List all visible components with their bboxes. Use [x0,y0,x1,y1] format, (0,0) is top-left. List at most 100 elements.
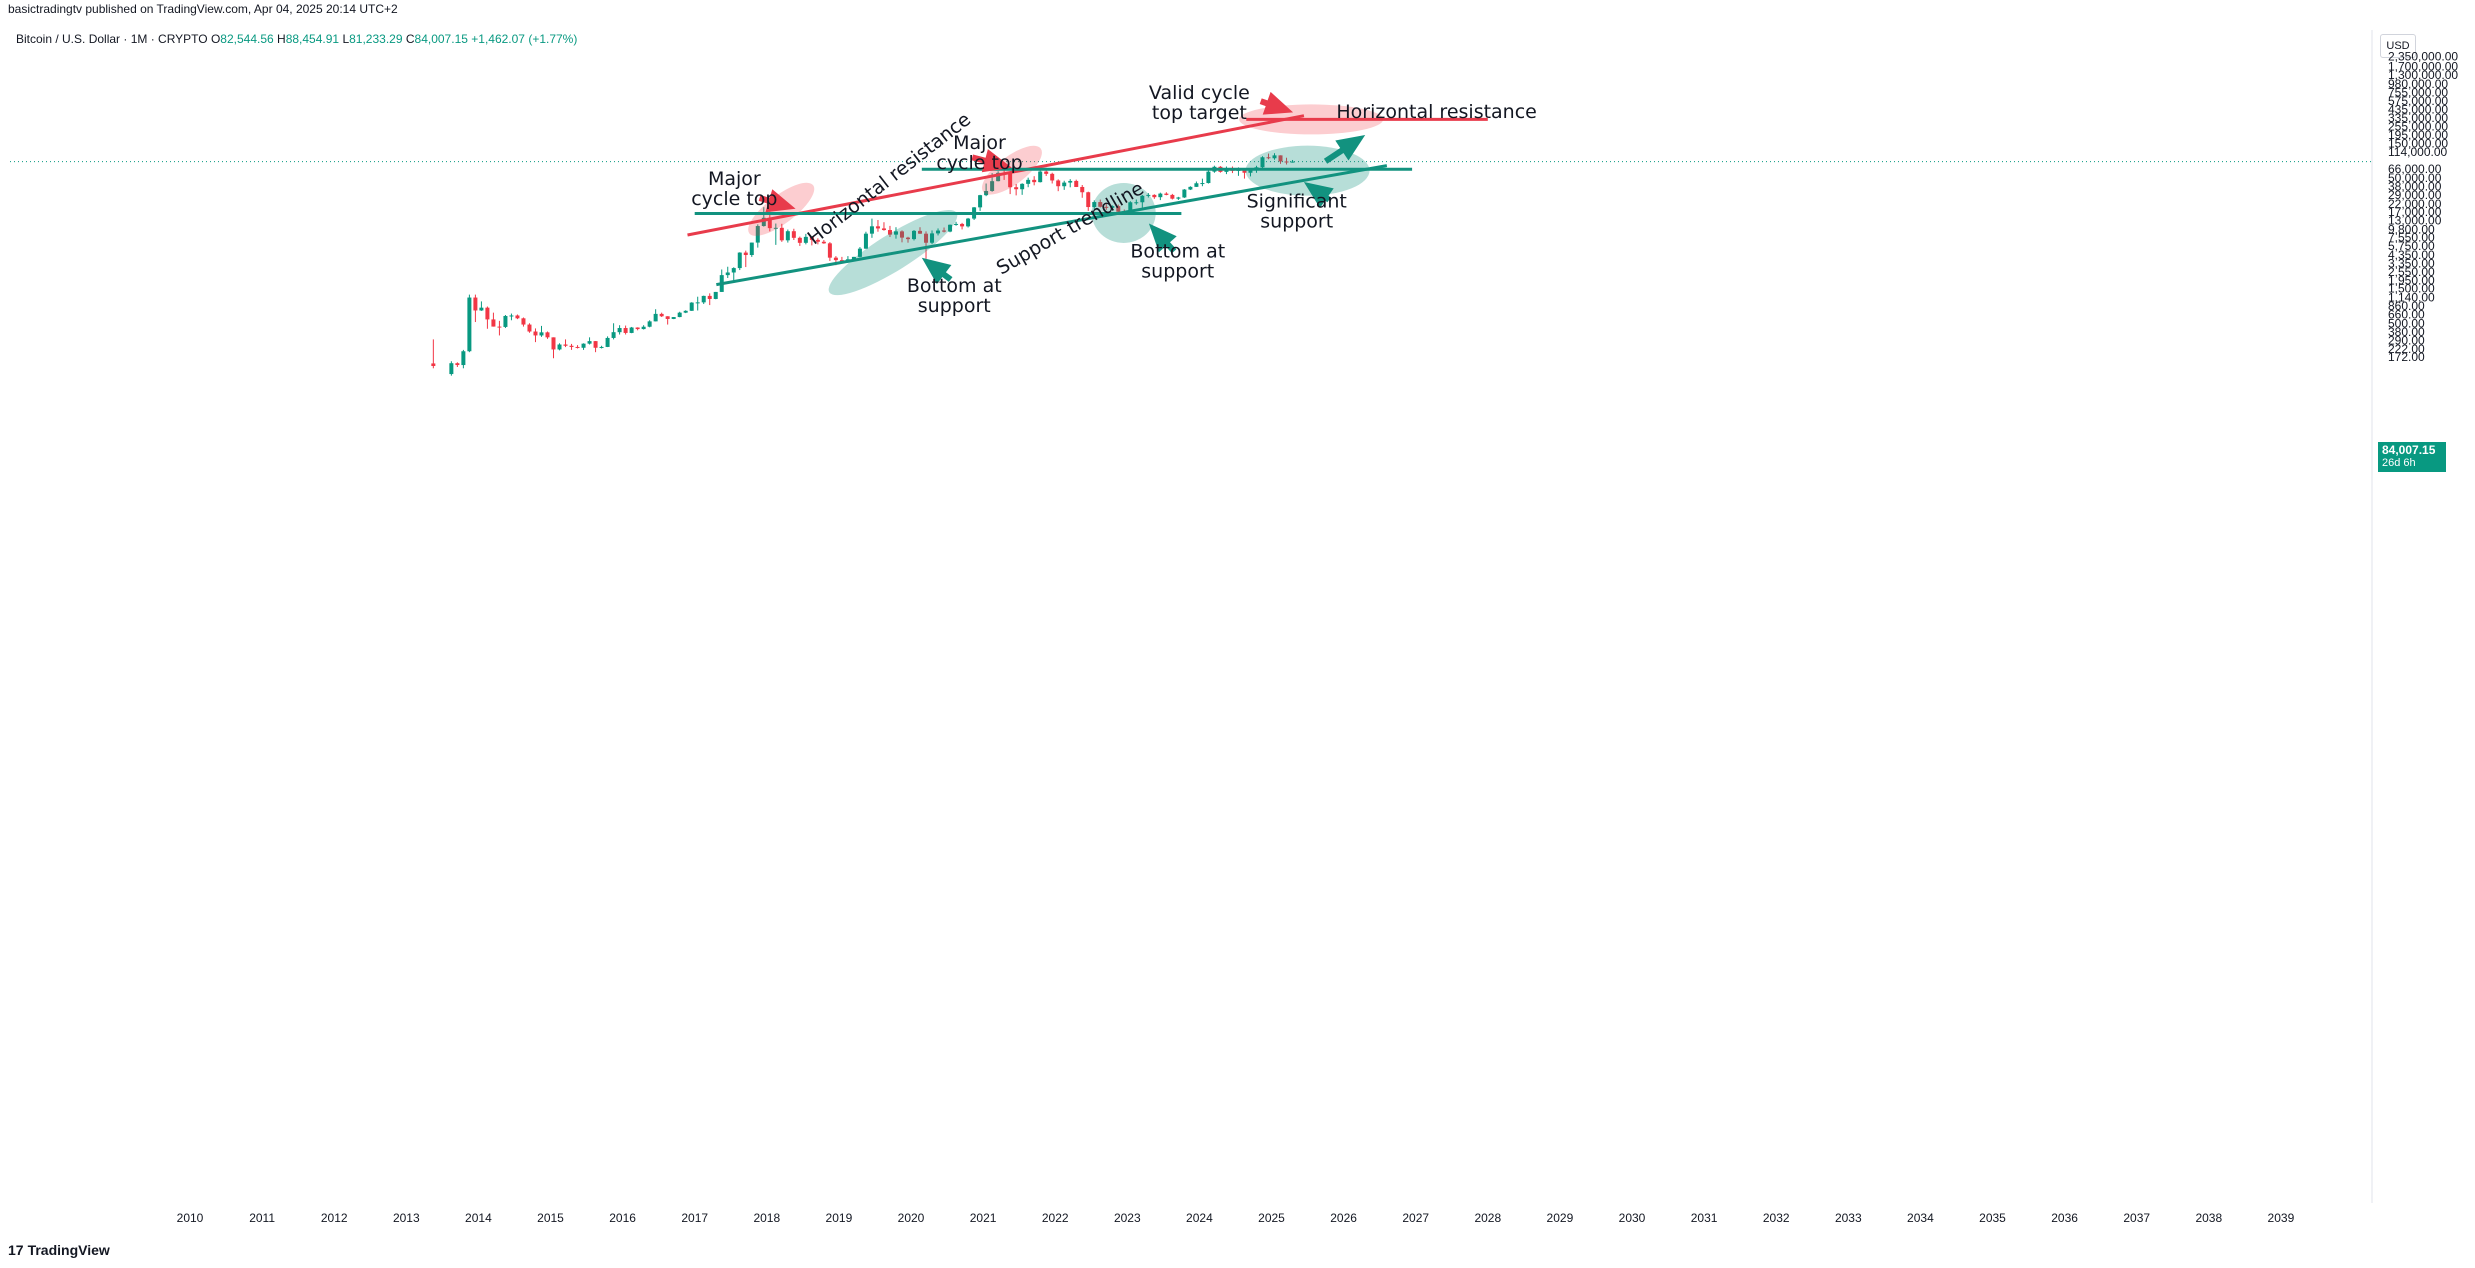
candle-body [1146,194,1151,196]
candle-body [479,307,484,311]
candle-body [1194,183,1199,187]
tradingview-logo[interactable]: 17 TradingView [8,1242,110,1258]
candle-body [563,344,568,346]
time-tick-label: 2029 [1547,1211,1574,1225]
candle-body [1140,195,1145,203]
candle-body [1098,202,1103,207]
candle-body [557,344,562,350]
price-tick-label: 38,000.00 [2388,180,2442,194]
annotation-text[interactable]: Valid cycle top target [1149,82,1250,124]
support-arrow[interactable] [921,257,953,285]
price-tick-label: 4,350.00 [2388,248,2435,262]
resistance-arrow[interactable] [1259,91,1294,115]
time-tick-label: 2012 [321,1211,348,1225]
candle-body [1188,186,1193,190]
price-tick-label: 114,000.00 [2388,145,2447,159]
candle-body [984,190,989,196]
candle-body [893,231,898,235]
candle-body [948,224,953,232]
support-arrow[interactable] [1148,223,1177,254]
symbol-name[interactable]: Bitcoin / U.S. Dollar · 1M · CRYPTO [16,32,208,46]
candle-body [1272,155,1277,159]
candle-body [1110,206,1115,208]
candle-body [1116,206,1121,212]
time-tick-label: 2028 [1474,1211,1501,1225]
candle-body [461,351,466,366]
resistance-arrow[interactable] [971,149,1012,173]
candle-body [887,230,892,235]
time-tick-label: 2033 [1835,1211,1862,1225]
candle-body [689,302,694,311]
candle-body [1050,173,1055,181]
candle-body [635,327,640,330]
candle-body [575,346,580,348]
time-tick-label: 2013 [393,1211,420,1225]
candle-body [1062,182,1067,187]
candle-body [1242,169,1247,173]
candle-body [809,236,814,240]
time-tick-label: 2032 [1763,1211,1790,1225]
currency-button[interactable]: USD [2380,34,2416,58]
annotation-line: Major [953,132,1006,154]
candle-body [815,239,820,242]
candle-body [581,343,586,348]
annotation-text[interactable]: Significant support [1247,191,1347,233]
candle-body [653,313,658,322]
candle-body [1290,161,1295,163]
annotation-line: Horizontal resistance [1336,101,1536,123]
support-trendline-line[interactable] [716,164,1388,287]
candle-body [1080,186,1085,193]
candle-body [918,230,923,234]
annotation-line: support [1141,260,1214,282]
time-tick-label: 2024 [1186,1211,1213,1225]
price-tick-label: 29,000.00 [2388,188,2442,202]
last-price-value: 84,007.15 [2382,443,2436,457]
candle-body [755,226,760,243]
publisher-line: basictradingtv published on TradingView.… [8,2,398,16]
price-tick-label: 50,000.00 [2388,171,2442,185]
annotation-line: top target [1152,102,1247,124]
candle-body [1056,180,1061,187]
candle-body [881,228,886,231]
candle-body [593,341,598,348]
price-tick-label: 1,700,000.00 [2388,60,2458,74]
candle-body [1038,171,1043,183]
annotation-text[interactable]: Bottom at support [1130,240,1225,282]
time-tick-label: 2014 [465,1211,492,1225]
candle-body [605,337,610,347]
time-tick-label: 2037 [2123,1211,2150,1225]
candle-body [467,297,472,352]
candle-body [785,231,790,241]
change-value: +1,462.07 (+1.77%) [471,32,578,46]
price-tick-label: 222.00 [2388,342,2425,356]
price-tick-label: 2,550.00 [2388,265,2435,279]
close-label: C [405,32,415,46]
candle-body [912,230,917,240]
support-arrow[interactable] [1323,135,1366,164]
candle-body [713,291,718,299]
price-tick-label: 13,000.00 [2388,213,2442,227]
resistance-trendline-line[interactable] [687,114,1305,237]
price-tick-label: 575,000.00 [2388,94,2448,108]
candle-body [431,363,436,367]
price-tick-label: 2,350,000.00 [2388,50,2458,64]
candle-body [623,328,628,333]
annotation-text[interactable]: Major cycle top [936,132,1022,174]
annotation-text[interactable]: Major cycle top [691,168,777,210]
candle-body [1176,197,1181,199]
candle-body [1266,157,1271,159]
annotation-text[interactable]: Horizontal resistance [1336,101,1536,123]
time-tick-label: 2035 [1979,1211,2006,1225]
time-tick-label: 2010 [177,1211,204,1225]
resistance-arrow[interactable] [758,189,796,213]
support-arrow[interactable] [1303,182,1334,208]
candle-body [954,223,959,225]
candle-body [942,230,947,232]
candle-body [863,233,868,249]
time-tick-label: 2018 [753,1211,780,1225]
time-tick-label: 2020 [898,1211,925,1225]
price-tick-label: 755,000.00 [2388,85,2448,99]
candle-body [791,231,796,238]
annotation-text[interactable]: Bottom at support [907,275,1002,317]
